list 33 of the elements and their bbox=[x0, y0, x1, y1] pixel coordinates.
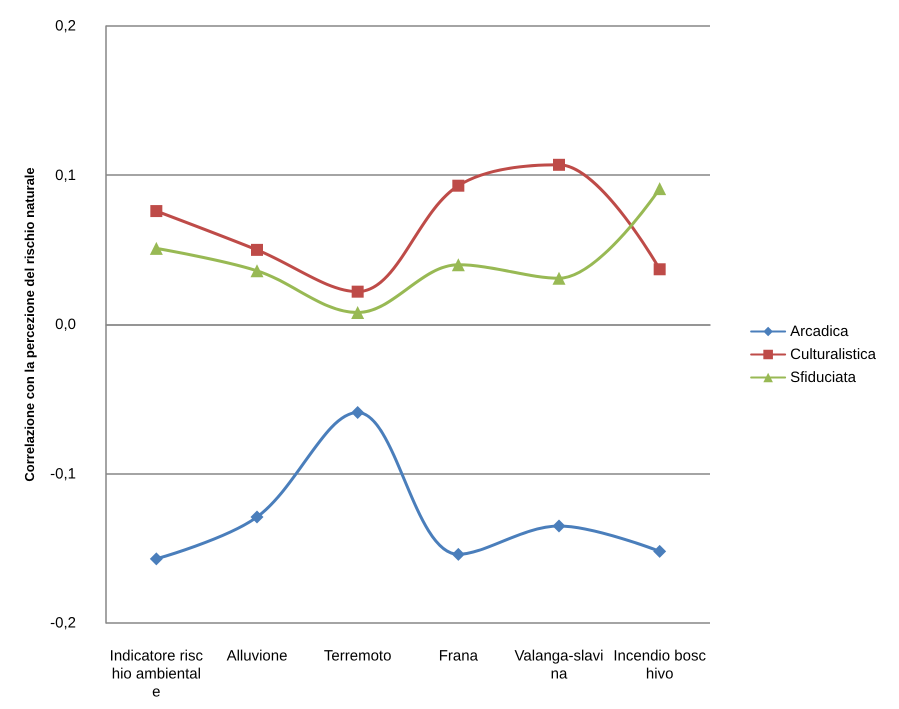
x-tick-label: Frana bbox=[438, 648, 479, 664]
legend-label: Arcadica bbox=[790, 323, 850, 340]
point bbox=[150, 205, 162, 218]
point bbox=[150, 552, 163, 566]
point bbox=[552, 272, 566, 285]
y-tick-label: 0,0 bbox=[55, 316, 76, 333]
y-tick-label: -0,2 bbox=[50, 614, 76, 632]
x-tick-label: Alluvione bbox=[226, 648, 288, 664]
y-axis-title: Correlazione con la percezione del rischio naturale bbox=[22, 167, 37, 482]
point bbox=[452, 180, 464, 192]
point bbox=[351, 306, 364, 320]
x-tick-label: Terremoto bbox=[324, 648, 392, 664]
point bbox=[452, 258, 465, 272]
x-tick-label: Incendio boschivo bbox=[613, 648, 706, 682]
point bbox=[150, 242, 163, 255]
point bbox=[452, 548, 465, 561]
point bbox=[251, 244, 263, 256]
y-tick-label: -0,1 bbox=[50, 465, 76, 482]
point bbox=[653, 182, 666, 196]
x-tick-label: Indicatore rischio ambientale bbox=[110, 648, 204, 700]
point bbox=[351, 406, 364, 420]
point bbox=[553, 158, 565, 171]
legend-label: Sfiduciata bbox=[790, 369, 857, 386]
x-tick-label: Valanga-slavina bbox=[514, 648, 604, 682]
legend-label: Culturalistica bbox=[790, 346, 877, 363]
point bbox=[250, 510, 264, 524]
y-tick-label: 0,1 bbox=[55, 166, 76, 184]
y-tick-label: 0,2 bbox=[55, 18, 76, 34]
point bbox=[653, 544, 666, 558]
point bbox=[654, 263, 666, 276]
point bbox=[352, 286, 364, 298]
point bbox=[250, 264, 264, 278]
point bbox=[552, 519, 566, 532]
